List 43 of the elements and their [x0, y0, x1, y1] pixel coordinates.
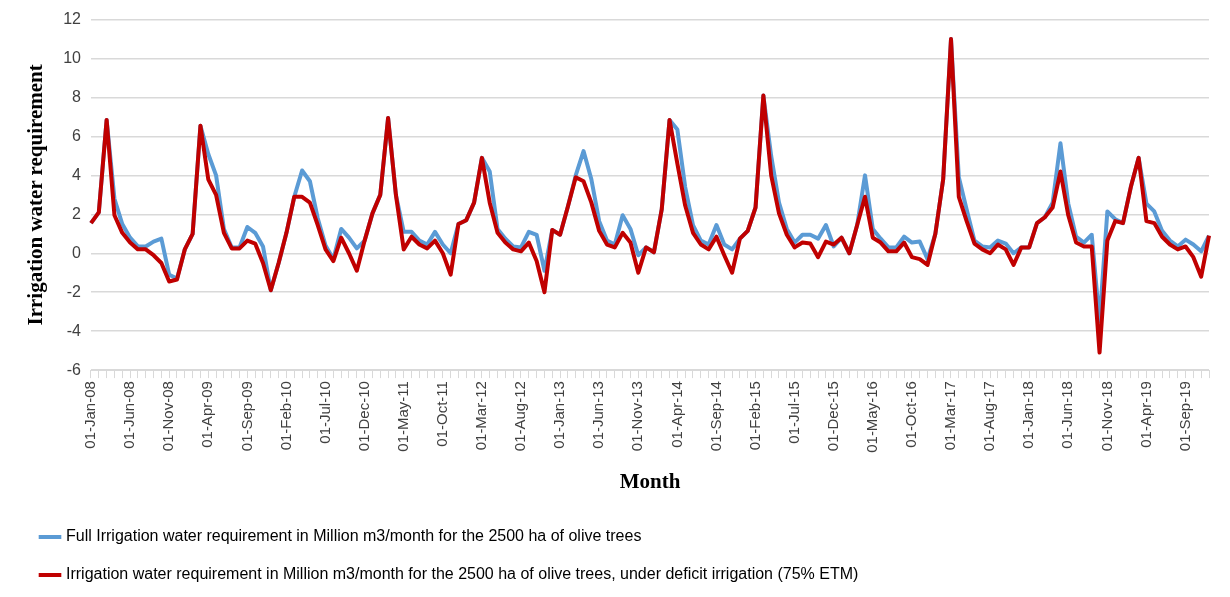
x-tick-label: 01-Nov-18: [1097, 381, 1115, 452]
y-tick-label: -4: [66, 321, 82, 339]
x-tick-label: 01-Aug-12: [511, 381, 529, 452]
x-tick-label: 01-Apr-09: [198, 381, 216, 448]
x-tick-label: 01-Sep-14: [706, 381, 724, 452]
legend-label: Full Irrigation water requirement in Million m3/month for the 2500 ha of olive trees: [66, 527, 642, 545]
x-tick-label: 01-Dec-15: [823, 381, 841, 452]
x-tick-label: 01-Mar-12: [472, 381, 490, 451]
x-tick-label: 01-Jan-08: [81, 381, 99, 449]
x-tick-label: 01-Sep-09: [237, 381, 255, 452]
y-tick-label: 8: [72, 87, 82, 105]
x-tick-label: 01-May-16: [862, 381, 880, 453]
x-tick-label: 01-Feb-10: [276, 381, 294, 451]
x-tick-label: 01-Oct-11: [432, 381, 450, 447]
y-tick-label: -2: [66, 282, 82, 300]
x-tick-label: 01-Jun-13: [589, 381, 607, 449]
y-tick-label: 2: [72, 204, 82, 222]
x-tick-label: 01-Nov-08: [159, 381, 177, 452]
y-tick-label: 12: [63, 10, 82, 28]
x-tick-label: 01-Jun-08: [120, 381, 138, 449]
x-tick-label: 01-Jan-13: [550, 381, 568, 449]
y-axis-title: Irrigation water requirement: [23, 64, 48, 326]
y-tick-label: 0: [72, 243, 82, 261]
x-tick-label: 01-Jul-10: [315, 381, 333, 444]
x-tick-label: 01-May-11: [393, 381, 411, 452]
x-tick-label: 01-Mar-17: [941, 381, 959, 451]
x-tick-label: 01-Sep-19: [1175, 381, 1193, 452]
x-tick-label: 01-Dec-10: [354, 381, 372, 452]
x-tick-label: 01-Jan-18: [1019, 381, 1037, 449]
y-tick-label: 10: [63, 48, 82, 66]
x-tick-label: 01-Feb-15: [745, 381, 763, 451]
y-tick-label: 4: [72, 165, 82, 183]
x-tick-label: 01-Nov-13: [628, 381, 646, 452]
x-tick-label: 01-Jun-18: [1058, 381, 1076, 449]
x-tick-label: 01-Aug-17: [980, 381, 998, 452]
x-tick-label: 01-Apr-19: [1136, 381, 1154, 448]
x-tick-label: 01-Jul-15: [784, 381, 802, 444]
y-tick-label: 6: [72, 126, 82, 144]
x-axis-title: Month: [619, 468, 681, 493]
legend-label: Irrigation water requirement in Million m3/month for the 2500 ha of olive trees, under deficit irrigation (75% ETM): [66, 565, 859, 583]
x-tick-label: 01-Oct-16: [902, 381, 920, 448]
x-tick-label: 01-Apr-14: [667, 381, 685, 448]
y-tick-label: -6: [66, 360, 82, 378]
